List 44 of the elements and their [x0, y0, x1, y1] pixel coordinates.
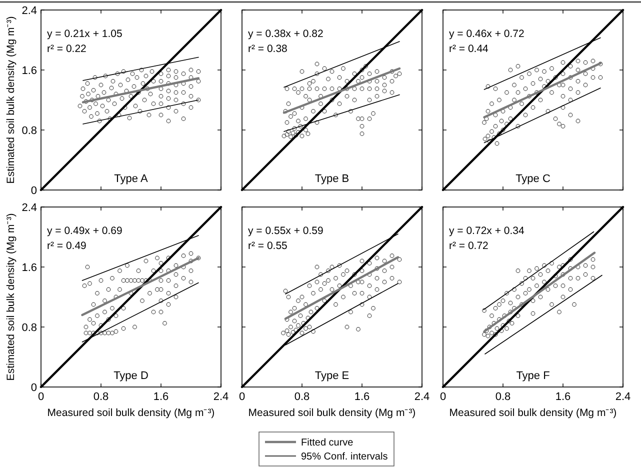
- annotation: r² = 0.22: [47, 43, 87, 55]
- y-tick-label: 0: [30, 382, 37, 394]
- x-tick-label: 0.8: [294, 391, 310, 403]
- x-tick-label: 0.8: [93, 391, 109, 403]
- legend-label: Fitted curve: [301, 438, 354, 448]
- annotation: r² = 0.49: [47, 240, 87, 252]
- x-tick-label: 0: [440, 391, 446, 403]
- annotation: y = 0.55x + 0.59: [248, 225, 324, 237]
- x-tick-label: 1.6: [153, 391, 169, 403]
- text: Type B: [314, 173, 350, 185]
- text: Type C: [516, 173, 550, 185]
- annotation: y = 0.21x + 1.05: [47, 28, 122, 40]
- x-tick-label: 0.8: [495, 391, 511, 403]
- annotation: r² = 0.38: [248, 43, 288, 55]
- y-tick-label: 2.4: [22, 5, 37, 17]
- text: Type F: [516, 370, 550, 382]
- x-tick-label: 2.4: [414, 391, 430, 403]
- annotation: r² = 0.72: [449, 240, 489, 252]
- legend-label: 95% Conf. intervals: [301, 452, 388, 462]
- x-tick-label: 1.6: [354, 391, 370, 403]
- text: Type D: [114, 370, 148, 382]
- y-tick-label: 2.4: [22, 202, 37, 214]
- annotation: y = 0.38x + 0.82: [248, 28, 324, 40]
- annotation: y = 0.46x + 0.72: [449, 28, 524, 40]
- y-tick-label: 1.6: [22, 65, 37, 77]
- text: Type A: [114, 173, 148, 185]
- y-axis-title: Estimated soil bulk density (Mg m⁻³): [5, 16, 17, 184]
- x-tick-label: 2.4: [615, 391, 631, 403]
- annotation: y = 0.49x + 0.69: [47, 225, 122, 237]
- text: Type E: [314, 370, 350, 382]
- y-tick-label: 0.8: [22, 125, 37, 137]
- annotation: r² = 0.44: [449, 43, 489, 55]
- x-tick-label: 2.4: [213, 391, 229, 403]
- x-axis-title: Measured soil bulk density (Mg m⁻³): [449, 407, 617, 419]
- x-axis-title: Measured soil bulk density (Mg m⁻³): [47, 407, 215, 419]
- y-axis-title: Estimated soil bulk density (Mg m⁻³): [5, 213, 17, 381]
- x-tick-label: 1.6: [555, 391, 571, 403]
- x-tick-label: 0: [238, 391, 246, 403]
- annotation: y = 0.72x + 0.34: [449, 225, 524, 237]
- x-axis-title: Measured soil bulk density (Mg m⁻³): [248, 407, 416, 419]
- y-tick-label: 0: [30, 185, 37, 197]
- y-tick-label: 1.6: [22, 262, 37, 274]
- annotation: r² = 0.55: [248, 240, 288, 252]
- y-tick-label: 0.8: [22, 322, 37, 334]
